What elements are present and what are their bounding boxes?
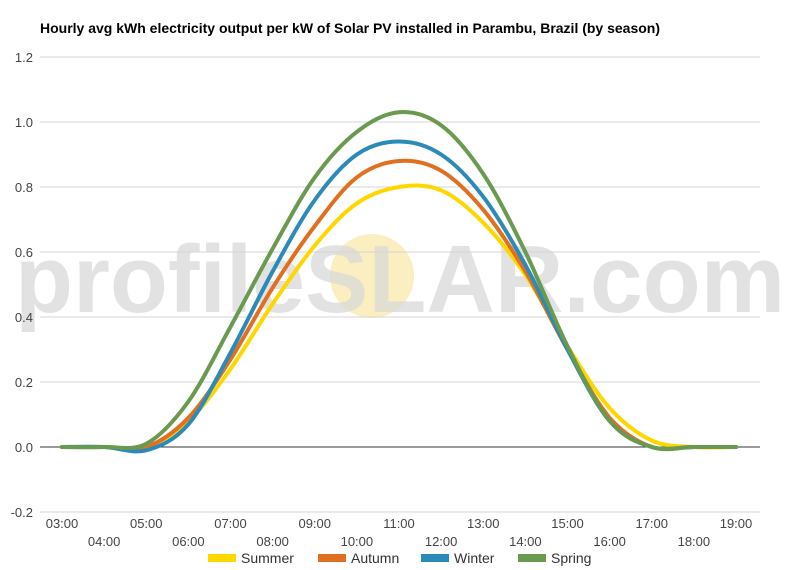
legend-swatch-autumn xyxy=(318,554,346,562)
x-tick-label: 11:00 xyxy=(383,516,415,531)
y-tick-label: 0.0 xyxy=(15,440,33,455)
legend: Summer Autumn Winter Spring xyxy=(208,550,591,566)
x-tick-label: 19:00 xyxy=(720,516,753,531)
y-tick-label: 0.6 xyxy=(15,245,33,260)
chart-title: Hourly avg kWh electricity output per kW… xyxy=(40,20,660,36)
y-tick-label: 1.2 xyxy=(15,50,33,65)
y-tick-label: 0.2 xyxy=(15,375,33,390)
x-tick-label: 06:00 xyxy=(172,534,205,549)
x-tick-label: 04:00 xyxy=(88,534,121,549)
legend-label-winter: Winter xyxy=(454,550,495,566)
y-tick-label: 1.0 xyxy=(15,115,33,130)
x-tick-label: 07:00 xyxy=(214,516,247,531)
y-tick-label: -0.2 xyxy=(11,505,33,520)
x-tick-label: 17:00 xyxy=(635,516,668,531)
x-tick-label: 16:00 xyxy=(593,534,626,549)
legend-label-autumn: Autumn xyxy=(351,550,399,566)
y-tick-label: 0.4 xyxy=(15,310,33,325)
legend-swatch-spring xyxy=(518,554,546,562)
legend-swatch-summer xyxy=(208,554,236,562)
watermark-sun-icon xyxy=(330,234,414,318)
series-line-autumn xyxy=(60,158,738,452)
x-tick-label: 08:00 xyxy=(256,534,289,549)
x-axis-ticks: 03:00 04:00 05:00 06:00 07:00 08:00 09:00 10:00… xyxy=(46,516,753,549)
x-tick-label: 05:00 xyxy=(130,516,163,531)
legend-label-spring: Spring xyxy=(551,550,591,566)
x-tick-label: 18:00 xyxy=(678,534,711,549)
series-line-spring xyxy=(60,110,738,451)
x-tick-label: 09:00 xyxy=(298,516,331,531)
x-tick-label: 10:00 xyxy=(341,534,374,549)
x-tick-label: 14:00 xyxy=(509,534,542,549)
x-tick-label: 12:00 xyxy=(425,534,458,549)
series-lines xyxy=(60,110,738,454)
watermark-right: LAR.com xyxy=(368,226,785,333)
y-axis-ticks: 1.2 1.0 0.8 0.6 0.4 0.2 0.0 -0.2 xyxy=(11,50,33,520)
x-tick-label: 03:00 xyxy=(46,516,79,531)
x-tick-label: 13:00 xyxy=(467,516,500,531)
legend-label-summer: Summer xyxy=(241,550,294,566)
legend-swatch-winter xyxy=(421,554,449,562)
y-tick-label: 0.8 xyxy=(15,180,33,195)
x-tick-label: 15:00 xyxy=(551,516,584,531)
